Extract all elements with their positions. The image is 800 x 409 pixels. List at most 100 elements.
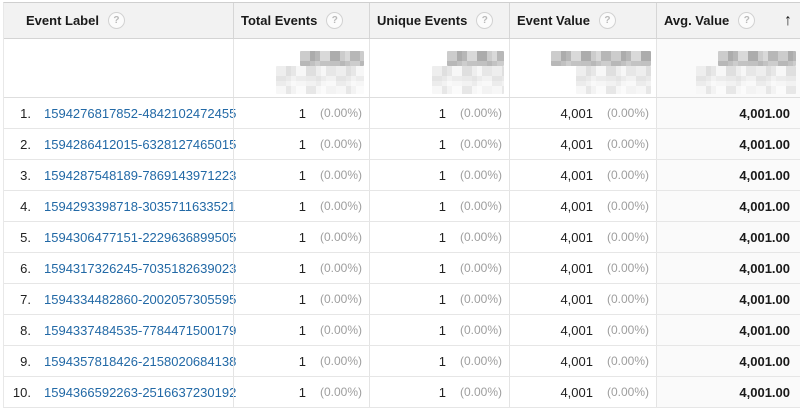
event-label-cell: 7. 1594334482860-2002057305595 <box>4 284 237 314</box>
table-row: 5. 1594306477151-2229636899505 1 (0.00%)… <box>4 222 800 253</box>
row-rank: 7. <box>20 291 31 307</box>
event-value-value: 4,001 <box>560 353 593 369</box>
total-events-value: 1 <box>298 353 306 369</box>
summary-cell-event-value <box>509 39 656 97</box>
avg-value-value: 4,001.00 <box>739 136 790 152</box>
avg-value-cell: 4,001.00 <box>656 98 800 128</box>
table-row: 4. 1594293398718-3035711633521 1 (0.00%)… <box>4 191 800 222</box>
event-label-link[interactable]: 1594276817852-4842102472455 <box>44 105 237 121</box>
total-events-cell: 1 (0.00%) <box>233 129 369 159</box>
avg-value-value: 4,001.00 <box>739 260 790 276</box>
event-label-link[interactable]: 1594337484535-7784471500179 <box>44 322 237 338</box>
total-events-value: 1 <box>298 260 306 276</box>
avg-value-value: 4,001.00 <box>739 198 790 214</box>
unique-events-value: 1 <box>438 198 446 214</box>
event-value-value: 4,001 <box>560 384 593 400</box>
event-label-cell: 1. 1594276817852-4842102472455 <box>4 98 237 128</box>
event-value-value: 4,001 <box>560 229 593 245</box>
avg-value-cell: 4,001.00 <box>656 346 800 376</box>
column-header-label: Event Label <box>26 13 99 28</box>
total-events-percent: (0.00%) <box>319 106 362 120</box>
event-value-value: 4,001 <box>560 167 593 183</box>
total-events-percent: (0.00%) <box>319 199 362 213</box>
avg-value-value: 4,001.00 <box>739 384 790 400</box>
table-row: 10. 1594366592263-2516637230192 1 (0.00%… <box>4 377 800 408</box>
event-label-link[interactable]: 1594357818426-2158020684138 <box>44 353 237 369</box>
unique-events-value: 1 <box>438 322 446 338</box>
help-icon[interactable]: ? <box>738 12 756 29</box>
unique-events-cell: 1 (0.00%) <box>369 346 509 376</box>
unique-events-cell: 1 (0.00%) <box>369 284 509 314</box>
event-label-link[interactable]: 1594317326245-7035182639023 <box>44 260 237 276</box>
column-header-unique-events[interactable]: Unique Events ? <box>369 3 509 38</box>
table-row: 8. 1594337484535-7784471500179 1 (0.00%)… <box>4 315 800 346</box>
unique-events-percent: (0.00%) <box>459 199 502 213</box>
summary-row <box>4 39 800 98</box>
event-label-cell: 10. 1594366592263-2516637230192 <box>4 377 237 407</box>
total-events-percent: (0.00%) <box>319 261 362 275</box>
event-label-cell: 5. 1594306477151-2229636899505 <box>4 222 237 252</box>
column-header-event-label[interactable]: Event Label ? <box>4 3 233 38</box>
avg-value-value: 4,001.00 <box>739 105 790 121</box>
unique-events-cell: 1 (0.00%) <box>369 222 509 252</box>
unique-events-percent: (0.00%) <box>459 323 502 337</box>
event-label-link[interactable]: 1594286412015-6328127465015 <box>44 136 237 152</box>
total-events-cell: 1 (0.00%) <box>233 98 369 128</box>
event-label-cell: 3. 1594287548189-7869143971223 <box>4 160 237 190</box>
avg-value-value: 4,001.00 <box>739 229 790 245</box>
event-label-link[interactable]: 1594287548189-7869143971223 <box>44 167 237 183</box>
events-table: Event Label ? Total Events ? Unique Even… <box>3 2 800 408</box>
row-rank: 4. <box>20 198 31 214</box>
redacted-subtext-block <box>432 66 504 94</box>
event-value-percent: (0.00%) <box>606 292 649 306</box>
column-header-event-value[interactable]: Event Value ? <box>509 3 656 38</box>
avg-value-value: 4,001.00 <box>739 167 790 183</box>
table-row: 1. 1594276817852-4842102472455 1 (0.00%)… <box>4 98 800 129</box>
summary-cell-avg-value <box>656 39 800 97</box>
row-rank: 6. <box>20 260 31 276</box>
event-label-link[interactable]: 1594306477151-2229636899505 <box>44 229 237 245</box>
event-value-cell: 4,001 (0.00%) <box>509 315 656 345</box>
help-icon[interactable]: ? <box>326 12 344 29</box>
avg-value-value: 4,001.00 <box>739 322 790 338</box>
event-label-link[interactable]: 1594334482860-2002057305595 <box>44 291 237 307</box>
avg-value-cell: 4,001.00 <box>656 129 800 159</box>
event-label-cell: 6. 1594317326245-7035182639023 <box>4 253 237 283</box>
event-value-percent: (0.00%) <box>606 199 649 213</box>
event-value-percent: (0.00%) <box>606 106 649 120</box>
table-row: 6. 1594317326245-7035182639023 1 (0.00%)… <box>4 253 800 284</box>
summary-cell-event-label <box>4 39 233 97</box>
total-events-percent: (0.00%) <box>319 385 362 399</box>
unique-events-cell: 1 (0.00%) <box>369 253 509 283</box>
unique-events-cell: 1 (0.00%) <box>369 98 509 128</box>
table-body: 1. 1594276817852-4842102472455 1 (0.00%)… <box>4 98 800 408</box>
event-label-cell: 9. 1594357818426-2158020684138 <box>4 346 237 376</box>
total-events-value: 1 <box>298 229 306 245</box>
help-icon[interactable]: ? <box>107 12 125 29</box>
total-events-percent: (0.00%) <box>319 230 362 244</box>
event-label-link[interactable]: 1594366592263-2516637230192 <box>44 384 237 400</box>
avg-value-cell: 4,001.00 <box>656 284 800 314</box>
help-icon[interactable]: ? <box>598 12 616 29</box>
unique-events-cell: 1 (0.00%) <box>369 129 509 159</box>
total-events-value: 1 <box>298 384 306 400</box>
event-label-link[interactable]: 1594293398718-3035711633521 <box>44 198 236 214</box>
unique-events-percent: (0.00%) <box>459 261 502 275</box>
unique-events-value: 1 <box>438 291 446 307</box>
avg-value-cell: 4,001.00 <box>656 222 800 252</box>
help-icon[interactable]: ? <box>476 12 494 29</box>
column-header-avg-value[interactable]: Avg. Value ? ↑ <box>656 3 800 38</box>
total-events-value: 1 <box>298 167 306 183</box>
total-events-percent: (0.00%) <box>319 292 362 306</box>
event-value-value: 4,001 <box>560 260 593 276</box>
table-row: 3. 1594287548189-7869143971223 1 (0.00%)… <box>4 160 800 191</box>
event-value-cell: 4,001 (0.00%) <box>509 222 656 252</box>
unique-events-value: 1 <box>438 136 446 152</box>
unique-events-cell: 1 (0.00%) <box>369 191 509 221</box>
row-rank: 2. <box>20 136 31 152</box>
column-header-label: Avg. Value <box>664 13 730 28</box>
redacted-subtext-block <box>696 66 796 94</box>
column-header-total-events[interactable]: Total Events ? <box>233 3 369 38</box>
column-header-label: Event Value <box>517 13 590 28</box>
event-value-cell: 4,001 (0.00%) <box>509 346 656 376</box>
